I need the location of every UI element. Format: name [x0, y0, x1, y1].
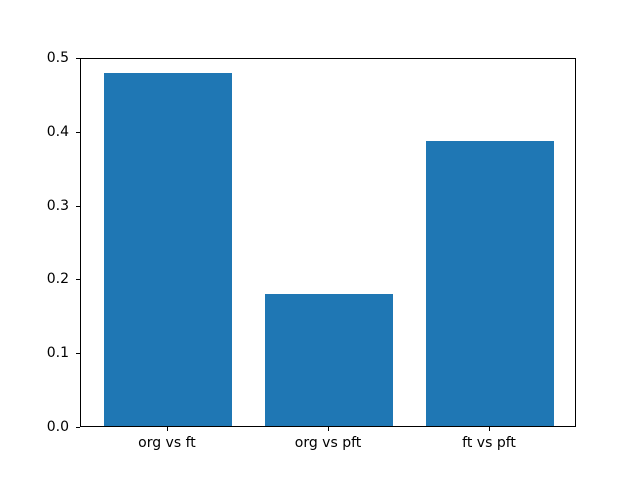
- bar: [103, 72, 233, 426]
- y-tick-label: 0.1: [46, 345, 69, 362]
- x-tick-mark: [328, 427, 329, 431]
- y-tick-mark: [76, 353, 80, 355]
- y-tick-mark: [76, 205, 80, 207]
- y-tick-mark: [76, 58, 80, 59]
- y-tick-mark: [76, 427, 80, 428]
- y-tick-label: 0.3: [46, 197, 69, 214]
- bar: [264, 293, 394, 426]
- x-tick-label: org vs ft: [138, 435, 196, 451]
- y-tick-label: 0.5: [46, 50, 69, 66]
- y-tick-label: 0.4: [46, 123, 69, 140]
- bar: [425, 141, 555, 426]
- plot-area: [80, 58, 576, 427]
- y-tick-mark: [76, 279, 80, 281]
- y-tick-label: 0.2: [46, 271, 69, 288]
- x-tick-label: org vs pft: [294, 435, 362, 451]
- x-tick-mark: [166, 427, 168, 431]
- y-tick-mark: [76, 131, 80, 133]
- x-tick-mark: [489, 427, 491, 431]
- y-tick-label: 0.0: [46, 419, 69, 435]
- x-tick-label: ft vs pft: [462, 435, 516, 451]
